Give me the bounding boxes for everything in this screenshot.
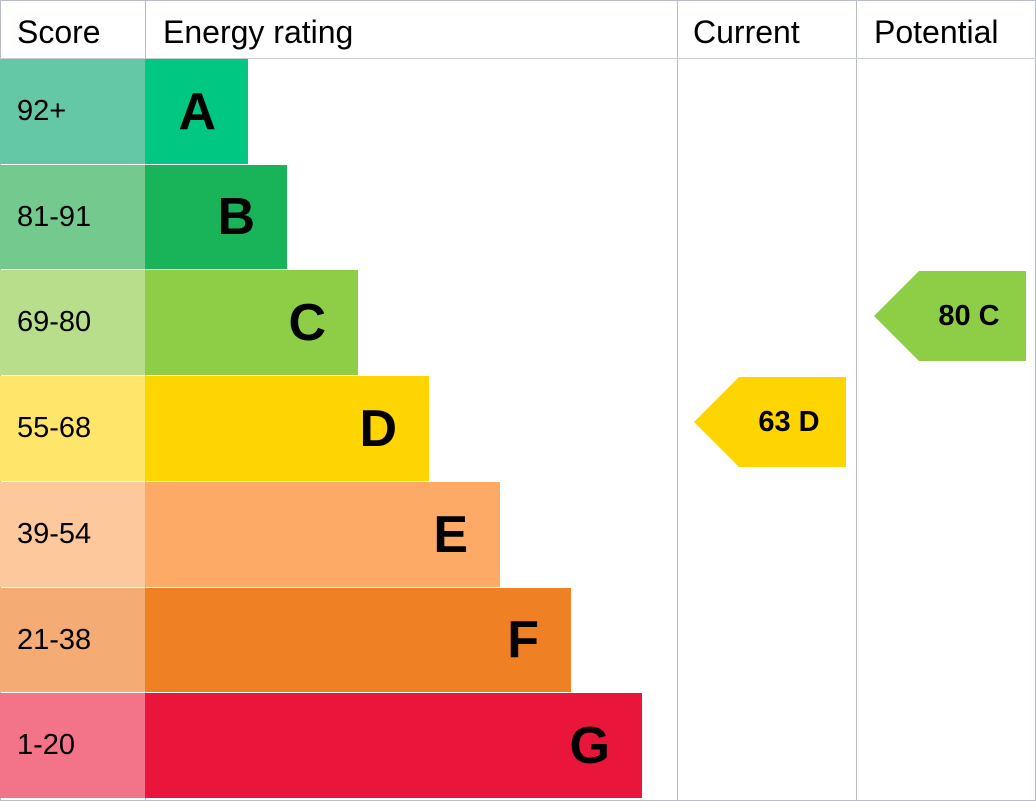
potential-rating-label: 80 C (938, 299, 1000, 332)
score-range-d: 55-68 (0, 376, 145, 481)
header-score: Score (17, 14, 101, 50)
score-range-f: 21-38 (0, 588, 145, 692)
score-range-c: 69-80 (0, 270, 145, 375)
divider (677, 0, 678, 801)
header-energy-rating: Energy rating (163, 14, 354, 50)
rating-bar-e: E (145, 482, 500, 587)
rating-bar-f: F (145, 588, 571, 692)
rating-bar-a: A (145, 59, 248, 164)
header-divider (0, 58, 1036, 59)
divider (856, 0, 857, 801)
header-potential: Potential (874, 14, 999, 50)
score-range-b: 81-91 (0, 165, 145, 269)
score-range-a: 92+ (0, 59, 145, 164)
current-rating-label: 63 D (758, 405, 820, 438)
score-range-e: 39-54 (0, 482, 145, 587)
rating-bar-d: D (145, 376, 429, 481)
score-range-g: 1-20 (0, 693, 145, 798)
rating-bar-g: G (145, 693, 642, 798)
rating-bar-c: C (145, 270, 358, 375)
header-current: Current (693, 14, 800, 50)
rating-bar-b: B (145, 165, 287, 269)
